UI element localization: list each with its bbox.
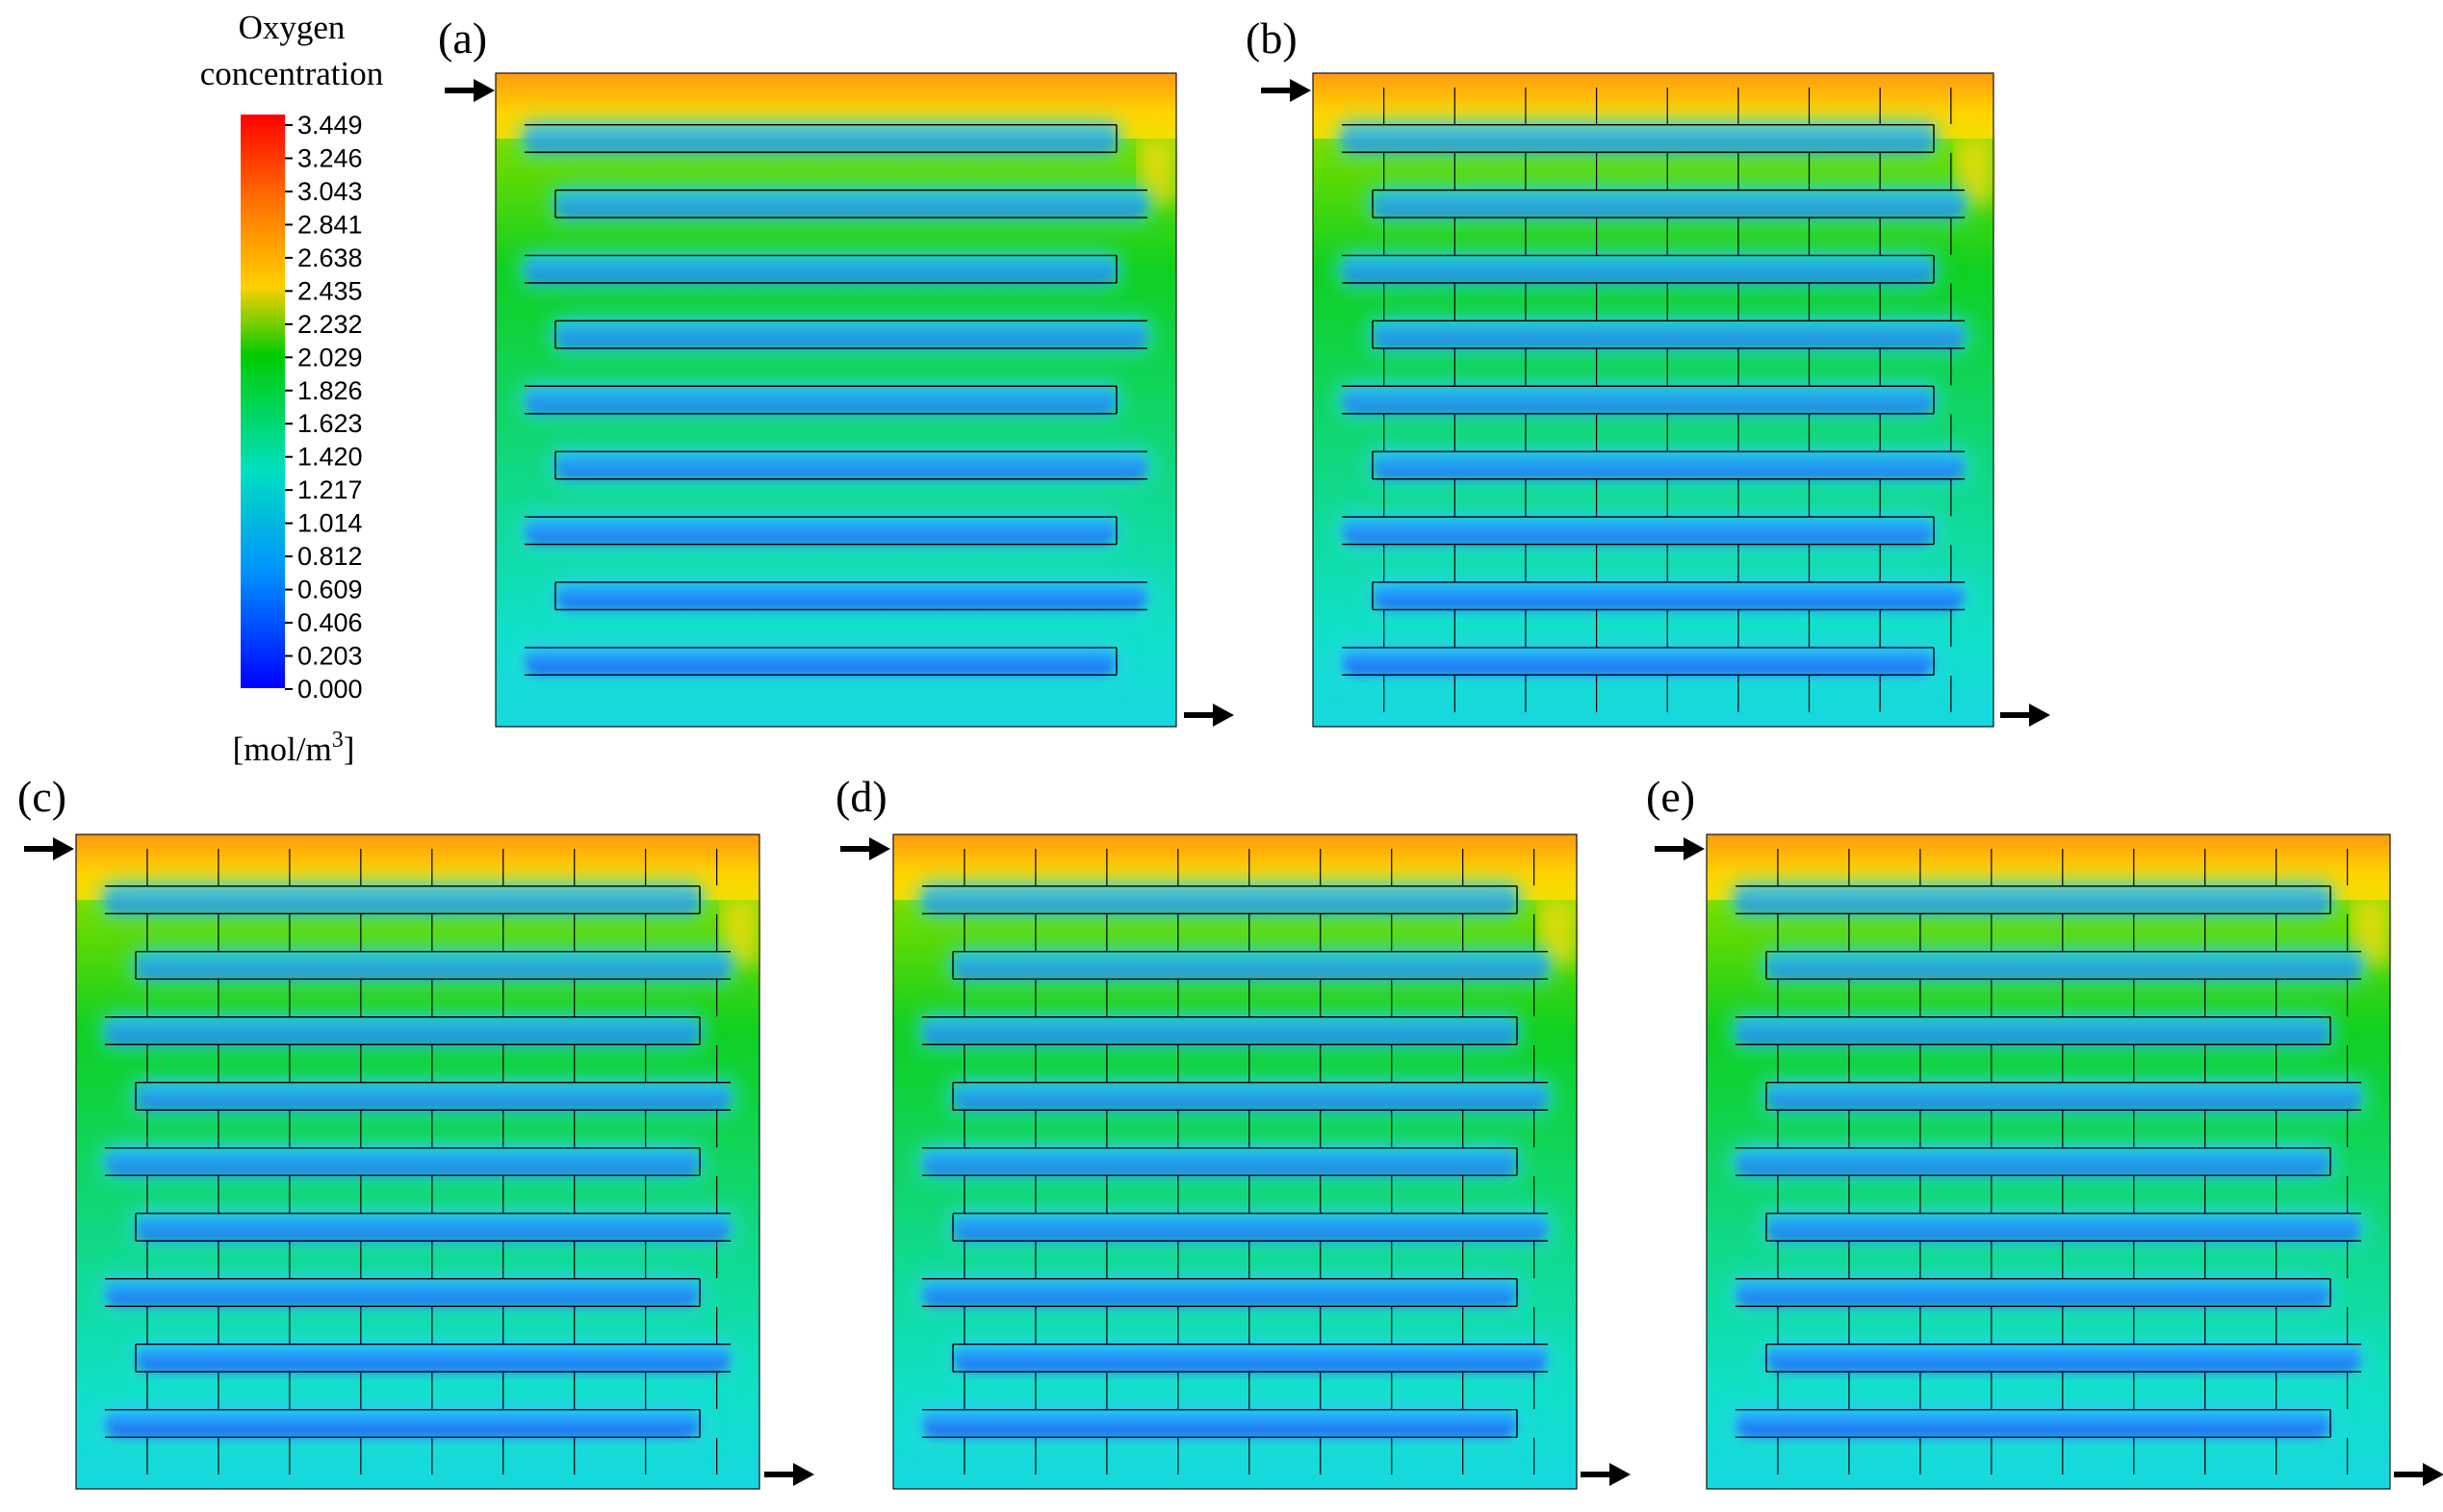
rib-depletion-zone bbox=[105, 1147, 700, 1176]
colorbar-tick-label: 1.623 bbox=[297, 409, 363, 438]
outlet-arrow-head bbox=[2029, 704, 2050, 727]
rib-depletion-zone bbox=[525, 647, 1117, 676]
panel-b: (b) bbox=[1246, 13, 2050, 728]
panel-label: (a) bbox=[438, 13, 487, 63]
rib-depletion-zone bbox=[1373, 320, 1965, 348]
rib-depletion-zone bbox=[1736, 885, 2330, 914]
colorbar-tick-label: 0.406 bbox=[297, 608, 363, 637]
legend-title-line2: concentration bbox=[200, 55, 383, 92]
inlet-arrow-head bbox=[474, 79, 495, 102]
rib-depletion-zone bbox=[525, 386, 1117, 414]
panel-label: (b) bbox=[1246, 13, 1298, 63]
outlet-arrow-head bbox=[1213, 704, 1234, 727]
colorbar-ticks: 3.449 3.246 3.043 2.841 2.638 2.435 2.232 2.029… bbox=[285, 111, 363, 704]
rib-depletion-zone bbox=[136, 951, 731, 980]
inlet-arrow-head bbox=[1684, 837, 1705, 860]
rib-depletion-zone bbox=[1766, 1082, 2361, 1111]
panel-e: (e) bbox=[1646, 772, 2443, 1490]
outlet-arrow-head bbox=[1609, 1463, 1631, 1486]
legend-unit: [mol/m3] bbox=[233, 728, 355, 768]
rib-depletion-zone bbox=[922, 1016, 1517, 1045]
colorbar-tick-label: 1.420 bbox=[297, 443, 363, 472]
rib-depletion-zone bbox=[555, 581, 1147, 610]
colorbar-tick-label: 2.638 bbox=[297, 243, 363, 272]
panel-frame bbox=[75, 833, 760, 1490]
colorbar-tick-label: 1.217 bbox=[297, 475, 363, 504]
rib-depletion-zone bbox=[105, 1409, 700, 1438]
colorbar-tick-label: 3.246 bbox=[297, 143, 363, 172]
rib-depletion-zone bbox=[1373, 581, 1965, 610]
colorbar-tick-label: 1.014 bbox=[297, 509, 363, 538]
rib-depletion-zone bbox=[1736, 1147, 2330, 1176]
legend: Oxygen concentration 3.449 3.246 3.043 2.84… bbox=[200, 9, 383, 768]
colorbar-tick-label: 0.203 bbox=[297, 642, 363, 671]
outlet-arrow-head bbox=[2423, 1463, 2443, 1486]
legend-unit-text: [mol/m bbox=[233, 730, 332, 768]
legend-title-line1: Oxygen bbox=[239, 9, 346, 46]
colorbar-tick-label: 3.043 bbox=[297, 177, 363, 206]
colorbar-tick-label: 0.000 bbox=[297, 675, 363, 704]
colorbar-tick-label: 1.826 bbox=[297, 376, 363, 405]
rib-depletion-zone bbox=[1342, 124, 1934, 153]
colorbar-tick-label: 0.812 bbox=[297, 542, 363, 571]
panel-frame bbox=[892, 833, 1578, 1490]
rib-depletion-zone bbox=[1736, 1016, 2330, 1045]
rib-depletion-zone bbox=[525, 255, 1117, 283]
rib-depletion-zone bbox=[1736, 1409, 2330, 1438]
rib-depletion-zone bbox=[105, 885, 700, 914]
panel-frame bbox=[1312, 72, 1994, 728]
rib-depletion-zone bbox=[105, 1016, 700, 1045]
rib-depletion-zone bbox=[1766, 1213, 2361, 1242]
rib-depletion-zone bbox=[922, 1278, 1517, 1307]
colorbar-tick-label: 2.232 bbox=[297, 310, 363, 339]
rib-depletion-zone bbox=[953, 1344, 1548, 1372]
rib-depletion-zone bbox=[953, 951, 1548, 980]
colorbar-tick-label: 0.609 bbox=[297, 576, 363, 604]
colorbar-tick-label: 2.029 bbox=[297, 343, 363, 372]
colorbar-tick-label: 3.449 bbox=[297, 111, 363, 140]
colorbar-tick-label: 2.435 bbox=[297, 276, 363, 305]
panel-a: (a) bbox=[438, 13, 1234, 728]
rib-depletion-zone bbox=[922, 885, 1517, 914]
rib-depletion-zone bbox=[555, 320, 1147, 348]
rib-depletion-zone bbox=[555, 451, 1147, 479]
rib-depletion-zone bbox=[1736, 1278, 2330, 1307]
rib-depletion-zone bbox=[1342, 517, 1934, 545]
rib-depletion-zone bbox=[953, 1082, 1548, 1111]
rib-depletion-zone bbox=[922, 1409, 1517, 1438]
panel-label: (c) bbox=[17, 772, 66, 821]
rib-depletion-zone bbox=[525, 517, 1117, 545]
panel-c: (c) bbox=[17, 772, 814, 1490]
rib-depletion-zone bbox=[136, 1082, 731, 1111]
rib-depletion-zone bbox=[136, 1213, 731, 1242]
rib-depletion-zone bbox=[1342, 647, 1934, 676]
panel-frame bbox=[495, 72, 1177, 728]
rib-depletion-zone bbox=[1373, 451, 1965, 479]
rib-depletion-zone bbox=[1342, 255, 1934, 283]
inlet-arrow-head bbox=[53, 837, 74, 860]
legend-unit-close: ] bbox=[344, 730, 355, 768]
rib-depletion-zone bbox=[953, 1213, 1548, 1242]
outlet-arrow-head bbox=[793, 1463, 814, 1486]
panel-frame bbox=[1706, 833, 2391, 1490]
panel-label: (e) bbox=[1646, 772, 1695, 821]
inlet-arrow-head bbox=[1290, 79, 1311, 102]
rib-depletion-zone bbox=[1342, 386, 1934, 414]
colorbar bbox=[241, 115, 285, 688]
panel-d: (d) bbox=[836, 772, 1631, 1490]
rib-depletion-zone bbox=[105, 1278, 700, 1307]
panels: (a) (b) (c) (d) (e) bbox=[17, 13, 2443, 1490]
rib-depletion-zone bbox=[1766, 1344, 2361, 1372]
colorbar-tick-label: 2.841 bbox=[297, 210, 363, 239]
rib-depletion-zone bbox=[525, 124, 1117, 153]
legend-unit-sup: 3 bbox=[332, 728, 344, 753]
rib-depletion-zone bbox=[1766, 951, 2361, 980]
rib-depletion-zone bbox=[136, 1344, 731, 1372]
rib-depletion-zone bbox=[1373, 190, 1965, 218]
rib-depletion-zone bbox=[922, 1147, 1517, 1176]
panel-label: (d) bbox=[836, 772, 887, 821]
rib-depletion-zone bbox=[555, 190, 1147, 218]
inlet-arrow-head bbox=[869, 837, 890, 860]
